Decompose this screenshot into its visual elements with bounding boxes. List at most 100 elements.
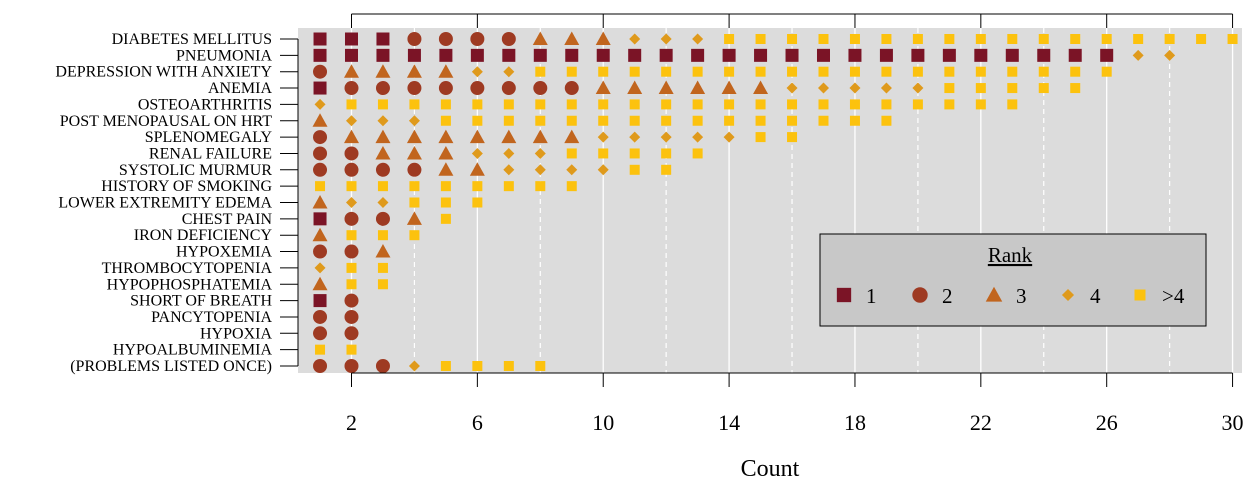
data-point: [313, 309, 328, 324]
data-point: [344, 48, 358, 62]
data-point: [880, 82, 892, 94]
data-point: [566, 99, 577, 110]
data-point: [755, 99, 766, 110]
legend-label: 3: [1016, 284, 1027, 308]
data-point: [722, 48, 736, 62]
data-point: [375, 64, 391, 78]
data-point: [1038, 66, 1049, 77]
data-point: [566, 66, 577, 77]
data-point: [375, 211, 390, 226]
data-point: [377, 262, 388, 273]
data-point: [1007, 66, 1018, 77]
data-point: [377, 279, 388, 290]
data-point: [753, 80, 769, 95]
data-point: [659, 48, 673, 62]
data-point: [1007, 34, 1018, 44]
legend-title: Rank: [988, 243, 1033, 267]
x-tick-label: 14: [718, 410, 740, 435]
data-point: [881, 99, 892, 110]
data-point: [470, 81, 485, 96]
data-point: [848, 48, 862, 62]
data-point: [344, 32, 358, 46]
data-point: [849, 99, 860, 110]
data-point: [375, 129, 391, 144]
data-point: [314, 262, 326, 274]
row-label: RENAL FAILURE: [149, 145, 272, 162]
data-point: [344, 211, 359, 226]
data-point: [818, 99, 829, 110]
data-point: [786, 82, 798, 94]
data-point: [503, 164, 515, 176]
data-point: [661, 66, 672, 77]
data-point: [345, 197, 357, 208]
x-tick-label: 6: [472, 410, 483, 435]
row-label: CHEST PAIN: [182, 211, 273, 228]
data-point: [343, 64, 359, 78]
data-point: [723, 131, 735, 143]
data-point: [409, 197, 420, 208]
data-point: [566, 181, 577, 192]
row-label: IRON DEFICIENCY: [134, 227, 273, 244]
data-point: [470, 32, 485, 46]
row-label: THROMBOCYTOPENIA: [102, 260, 273, 277]
legend-marker: [836, 287, 852, 303]
data-point: [313, 162, 328, 177]
data-point: [313, 244, 328, 259]
data-point: [818, 66, 829, 77]
data-point: [406, 211, 422, 225]
row-label: POST MENOPAUSAL ON HRT: [60, 113, 272, 130]
data-point: [849, 82, 861, 94]
data-point: [629, 99, 640, 110]
data-point: [472, 361, 483, 371]
data-point: [313, 32, 327, 46]
row-label: DIABETES MELLITUS: [112, 31, 272, 48]
data-point: [313, 326, 328, 341]
data-point: [346, 230, 357, 241]
row-label: HYPOALBUMINEMIA: [113, 342, 273, 359]
data-point: [438, 32, 453, 46]
data-point: [344, 326, 359, 341]
x-tick-label: 26: [1096, 410, 1118, 435]
data-point: [377, 115, 389, 127]
row-label: PNEUMONIA: [176, 47, 272, 64]
data-point: [975, 99, 986, 110]
data-point: [724, 66, 735, 77]
data-point: [692, 99, 703, 110]
row-label: OSTEOARTHRITIS: [138, 96, 272, 113]
data-point: [1005, 48, 1019, 62]
data-point: [313, 294, 327, 308]
data-point: [344, 244, 359, 259]
data-point: [629, 66, 640, 77]
data-point: [376, 32, 390, 46]
data-point: [503, 66, 515, 78]
data-point: [408, 360, 420, 372]
data-point: [691, 48, 705, 62]
data-point: [469, 162, 485, 176]
data-point: [471, 66, 483, 78]
data-point: [409, 230, 420, 241]
data-point: [376, 48, 390, 62]
data-point: [629, 33, 641, 45]
data-point: [1070, 34, 1081, 44]
data-point: [1007, 83, 1018, 94]
data-point: [724, 34, 735, 44]
data-point: [755, 115, 766, 126]
data-point: [754, 48, 768, 62]
data-point: [627, 80, 643, 95]
data-point: [346, 344, 357, 355]
data-point: [849, 34, 860, 44]
data-point: [343, 129, 359, 144]
data-point: [472, 197, 483, 208]
data-point: [787, 66, 798, 77]
data-point: [503, 361, 514, 371]
data-point: [534, 147, 546, 159]
data-point: [597, 131, 609, 143]
data-point: [661, 115, 672, 126]
data-point: [566, 148, 577, 159]
data-point: [661, 99, 672, 110]
legend: Rank 1 2 3 4 >4: [819, 233, 1207, 327]
data-point: [1164, 34, 1175, 44]
data-point: [1100, 48, 1114, 62]
data-point: [816, 48, 830, 62]
